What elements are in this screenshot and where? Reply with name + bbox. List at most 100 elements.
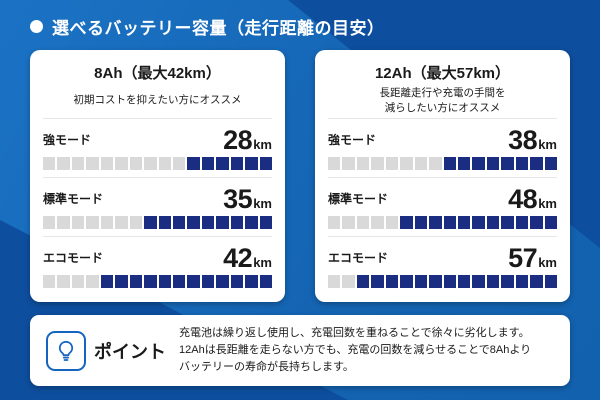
bar-segment-empty bbox=[100, 156, 114, 170]
bar-segment-empty bbox=[342, 215, 355, 229]
bar-segment-empty bbox=[57, 274, 70, 288]
bar-segment-filled bbox=[544, 156, 557, 170]
point-banner: ポイント 充電池は繰り返し使用し、充電回数を重ねることで徐々に劣化します。 12… bbox=[30, 315, 570, 386]
bar-segment-filled bbox=[158, 274, 171, 288]
point-text: 充電池は繰り返し使用し、充電回数を重ねることで徐々に劣化します。 12Ahは長距… bbox=[179, 326, 532, 374]
bar-segment-empty bbox=[71, 215, 85, 229]
mode-row-head: 強モード 38km bbox=[328, 126, 557, 154]
mode-label: 強モード bbox=[328, 132, 377, 147]
bar-segment-empty bbox=[414, 156, 428, 170]
bar-segment-empty bbox=[144, 156, 157, 170]
mode-label: 標準モード bbox=[43, 191, 104, 206]
mode-row: 標準モード 48km bbox=[328, 177, 557, 236]
bar-segment-filled bbox=[172, 274, 186, 288]
bar-segment-empty bbox=[43, 215, 56, 229]
bar-segment-filled bbox=[400, 274, 413, 288]
card-title: 8Ah（最大42km） bbox=[94, 65, 221, 82]
distance-number: 48 bbox=[508, 183, 538, 214]
bar-segment-empty bbox=[342, 156, 355, 170]
bar-segment-empty bbox=[400, 156, 413, 170]
mode-label: 標準モード bbox=[328, 191, 389, 206]
bar-segment-filled bbox=[144, 274, 157, 288]
bar-segment-empty bbox=[328, 274, 341, 288]
bar-segment-filled bbox=[216, 156, 229, 170]
distance-value: 57km bbox=[508, 242, 557, 273]
bar-segment-empty bbox=[371, 215, 384, 229]
bar-segment-empty bbox=[385, 215, 399, 229]
bar-segment-filled bbox=[457, 274, 471, 288]
bar-segment-filled bbox=[230, 156, 244, 170]
bar-segment-filled bbox=[400, 215, 413, 229]
distance-bar bbox=[328, 156, 557, 170]
bar-segment-empty bbox=[342, 274, 355, 288]
bar-segment-empty bbox=[115, 156, 128, 170]
bar-segment-filled bbox=[472, 274, 485, 288]
distance-unit: km bbox=[538, 136, 557, 152]
distance-value: 35km bbox=[223, 185, 272, 213]
mode-row-head: エコモード 42km bbox=[43, 242, 272, 273]
card-title: 12Ah（最大57km） bbox=[374, 65, 511, 82]
mode-row: 強モード 28km bbox=[43, 118, 272, 177]
bar-segment-empty bbox=[172, 156, 186, 170]
bar-segment-empty bbox=[328, 156, 341, 170]
bar-segment-filled bbox=[544, 274, 557, 288]
distance-unit: km bbox=[253, 136, 272, 152]
distance-unit: km bbox=[538, 254, 557, 270]
bullet-icon bbox=[30, 20, 43, 33]
mode-row: エコモード 42km bbox=[43, 236, 272, 295]
bar-segment-filled bbox=[100, 274, 114, 288]
distance-bar bbox=[328, 274, 557, 288]
distance-value: 28km bbox=[223, 124, 272, 155]
card-8ah: 8Ah（最大42km） 初期コストを抑えたい方にオススメ 強モード 28km 標… bbox=[30, 50, 285, 302]
bar-segment-filled bbox=[414, 274, 428, 288]
bar-segment-filled bbox=[472, 215, 485, 229]
lightbulb-icon bbox=[46, 330, 86, 371]
bar-segment-filled bbox=[259, 215, 272, 229]
bar-segment-filled bbox=[429, 274, 442, 288]
card-subtitle: 初期コストを抑えたい方にオススメ bbox=[73, 94, 242, 107]
distance-unit: km bbox=[253, 254, 272, 270]
distance-number: 57 bbox=[508, 242, 538, 273]
bar-segment-filled bbox=[201, 274, 215, 288]
bar-segment-filled bbox=[443, 156, 456, 170]
bar-segment-filled bbox=[443, 215, 456, 229]
bar-segment-filled bbox=[187, 156, 200, 170]
distance-number: 28 bbox=[223, 124, 253, 155]
bar-segment-filled bbox=[530, 274, 543, 288]
bar-segment-filled bbox=[187, 215, 200, 229]
mode-row-head: エコモード 57km bbox=[328, 242, 557, 273]
point-label: ポイント bbox=[94, 341, 166, 362]
distance-bar bbox=[328, 215, 557, 229]
bar-segment-filled bbox=[501, 215, 514, 229]
distance-bar bbox=[43, 215, 272, 229]
distance-bar bbox=[43, 156, 272, 170]
bar-segment-empty bbox=[158, 156, 171, 170]
distance-number: 42 bbox=[223, 242, 253, 273]
bar-segment-filled bbox=[530, 156, 543, 170]
bar-segment-filled bbox=[515, 215, 529, 229]
bar-segment-filled bbox=[486, 274, 500, 288]
bar-segment-filled bbox=[371, 274, 384, 288]
bar-segment-filled bbox=[230, 274, 244, 288]
mode-row: エコモード 57km bbox=[328, 236, 557, 295]
bar-segment-empty bbox=[86, 156, 99, 170]
bar-segment-empty bbox=[57, 215, 70, 229]
bar-segment-empty bbox=[86, 215, 99, 229]
bar-segment-filled bbox=[501, 156, 514, 170]
card-subtitle: 長距離走行や充電の手間を 減らしたい方にオススメ bbox=[379, 87, 506, 114]
mode-rows: 強モード 28km 標準モード 35km エコモード 42km bbox=[43, 118, 272, 295]
distance-value: 48km bbox=[508, 183, 557, 214]
bar-segment-filled bbox=[216, 274, 229, 288]
bar-segment-filled bbox=[414, 215, 428, 229]
bar-segment-filled bbox=[356, 274, 370, 288]
bar-segment-filled bbox=[530, 215, 543, 229]
card-12ah: 12Ah（最大57km） 長距離走行や充電の手間を 減らしたい方にオススメ 強モ… bbox=[315, 50, 570, 302]
distance-unit: km bbox=[538, 195, 557, 211]
bar-segment-empty bbox=[371, 156, 384, 170]
bar-segment-filled bbox=[245, 215, 258, 229]
bar-segment-empty bbox=[356, 215, 370, 229]
mode-row: 強モード 38km bbox=[328, 118, 557, 177]
bar-segment-empty bbox=[86, 274, 99, 288]
mode-row-head: 標準モード 48km bbox=[328, 183, 557, 214]
